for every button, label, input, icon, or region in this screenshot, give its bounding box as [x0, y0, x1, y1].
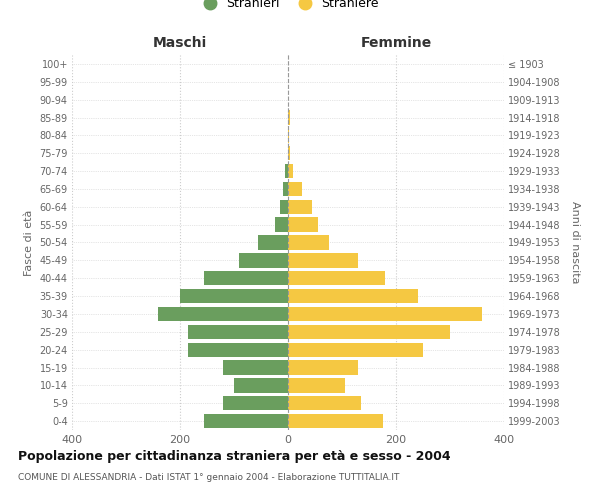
- Bar: [288, 164, 293, 178]
- Bar: [288, 200, 313, 214]
- Bar: [158, 307, 288, 321]
- Bar: [283, 182, 288, 196]
- Bar: [288, 182, 302, 196]
- Bar: [288, 414, 383, 428]
- Text: COMUNE DI ALESSANDRIA - Dati ISTAT 1° gennaio 2004 - Elaborazione TUTTITALIA.IT: COMUNE DI ALESSANDRIA - Dati ISTAT 1° ge…: [18, 472, 400, 482]
- Bar: [188, 324, 288, 339]
- Bar: [286, 164, 288, 178]
- Bar: [288, 128, 289, 142]
- Bar: [204, 271, 288, 285]
- Bar: [288, 289, 418, 303]
- Bar: [288, 236, 329, 250]
- Bar: [223, 360, 288, 374]
- Bar: [280, 200, 288, 214]
- Bar: [288, 253, 358, 268]
- Bar: [180, 289, 288, 303]
- Bar: [275, 218, 288, 232]
- Bar: [288, 360, 358, 374]
- Bar: [223, 396, 288, 410]
- Bar: [288, 378, 344, 392]
- Bar: [288, 271, 385, 285]
- Bar: [288, 146, 290, 160]
- Bar: [288, 307, 482, 321]
- Bar: [288, 342, 423, 357]
- Bar: [288, 218, 318, 232]
- Y-axis label: Fasce di età: Fasce di età: [24, 210, 34, 276]
- Text: Femmine: Femmine: [361, 36, 431, 50]
- Legend: Stranieri, Straniere: Stranieri, Straniere: [193, 0, 383, 15]
- Bar: [188, 342, 288, 357]
- Y-axis label: Anni di nascita: Anni di nascita: [571, 201, 580, 284]
- Bar: [288, 396, 361, 410]
- Text: Maschi: Maschi: [153, 36, 207, 50]
- Bar: [288, 324, 450, 339]
- Bar: [259, 236, 288, 250]
- Text: Popolazione per cittadinanza straniera per età e sesso - 2004: Popolazione per cittadinanza straniera p…: [18, 450, 451, 463]
- Bar: [239, 253, 288, 268]
- Bar: [234, 378, 288, 392]
- Bar: [204, 414, 288, 428]
- Bar: [288, 110, 290, 124]
